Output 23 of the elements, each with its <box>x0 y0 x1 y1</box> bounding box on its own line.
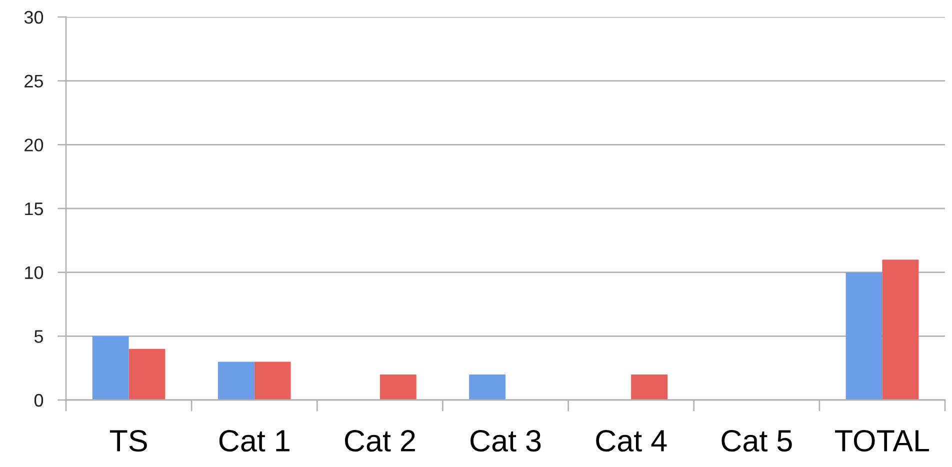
y-tick-label: 15 <box>25 202 44 216</box>
y-tick-label: 30 <box>24 10 44 24</box>
x-tick-label: Cat 5 <box>722 430 792 452</box>
bar <box>631 374 668 400</box>
bar <box>92 336 129 400</box>
bar <box>254 362 291 400</box>
x-tick-label: TOTAL <box>835 430 930 452</box>
bar <box>128 348 166 400</box>
x-tick-label: Cat 1 <box>219 430 290 452</box>
bar <box>469 374 506 400</box>
y-tick-label: 25 <box>24 74 44 88</box>
x-tick-label: Cat 3 <box>470 430 541 452</box>
x-tick-label: Cat 4 <box>596 430 667 452</box>
x-tick-label: TS <box>110 430 147 452</box>
bar <box>846 272 882 400</box>
bar <box>882 260 919 400</box>
x-tick-label: Cat 2 <box>344 430 415 452</box>
bar <box>380 374 416 400</box>
y-tick-label: 5 <box>34 330 44 343</box>
y-tick-label: 20 <box>24 138 44 152</box>
y-tick-label: 10 <box>25 266 44 280</box>
y-tick-label: 0 <box>34 394 44 407</box>
bar <box>218 362 254 400</box>
